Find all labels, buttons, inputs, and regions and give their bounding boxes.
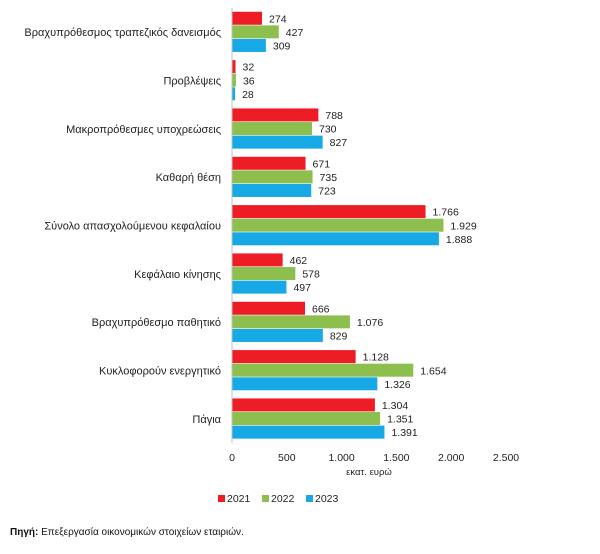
bar-2022 [232,412,381,426]
x-tick-label: 1.000 [328,452,354,464]
legend-label: 2021 [227,493,251,505]
data-label: 1.076 [357,317,383,329]
category-label: Σύνολο απασχολούμενου κεφαλαίου [44,221,221,233]
legend-label: 2022 [271,493,295,505]
bar-2023 [232,280,287,294]
category-label: Πάγια [192,414,221,426]
bar-2023 [232,135,323,149]
bar-2021 [232,253,283,267]
x-tick-label: 2.500 [493,452,519,464]
bar-2022 [232,73,236,87]
data-label: 309 [273,41,291,53]
x-tick-label: 1.500 [383,452,409,464]
data-label: 578 [302,269,320,281]
category-label: Κυκλοφορούν ενεργητικό [99,366,221,378]
bar-2021 [232,60,236,74]
bar-2023 [232,425,385,439]
category-label: Καθαρή θέση [156,172,221,184]
bar-2023 [232,183,312,197]
data-label: 427 [286,27,304,39]
source-label: Πηγή: [10,527,39,538]
data-label: 274 [269,13,287,25]
bar-2021 [232,350,356,364]
bar-2021 [232,205,426,219]
bar-2021 [232,398,375,412]
x-tick-label: 500 [278,452,296,464]
x-tick-label: 2.000 [438,452,464,464]
data-label: 1.766 [433,207,459,219]
bar-2023 [232,87,236,101]
bar-chart: Βραχυπρόθεσμος τραπεζικός δανεισμός Προβλ… [24,8,519,505]
bar-2023 [232,232,439,246]
data-label: 730 [319,124,337,136]
data-label: 28 [242,89,254,101]
data-label: 1.351 [387,414,413,426]
bar-2021 [232,301,305,315]
bar-2023 [232,328,323,342]
value-labels: 2744273093236287887308276717357231.7661.… [242,13,477,439]
bar-2022 [232,122,313,136]
data-label: 735 [320,172,338,184]
data-label: 671 [313,158,331,170]
x-tick-label: 0 [229,452,235,464]
data-label: 497 [293,282,311,294]
category-label: Κεφάλαιο κίνησης [134,269,221,281]
x-axis-ticks: 0 500 1.000 1.500 2.000 2.500 [229,452,519,464]
data-label: 827 [330,137,348,149]
data-label: 1.391 [391,427,417,439]
bar-2022 [232,267,296,281]
category-label: Βραχυπρόθεσμο παθητικό [92,317,221,329]
category-label: Προβλέψεις [163,76,221,88]
data-label: 788 [325,110,343,122]
category-label: Μακροπρόθεσμες υποχρεώσεις [66,124,221,136]
source-text: Επεξεργασία οικονομικών στοιχείων εταιρι… [38,527,244,538]
bar-2022 [232,170,313,184]
legend-swatch-2022 [262,495,269,502]
data-label: 1.326 [384,379,410,391]
data-label: 36 [243,75,255,87]
category-label: Βραχυπρόθεσμος τραπεζικός δανεισμός [24,27,221,39]
bar-2021 [232,11,263,25]
data-label: 723 [318,186,336,198]
bar-2021 [232,156,306,170]
data-label: 1.888 [446,234,472,246]
legend: 2021 2022 2023 [218,493,339,505]
bar-2021 [232,108,319,122]
legend-swatch-2023 [306,495,313,502]
bar-2023 [232,377,378,391]
bar-2022 [232,315,350,329]
data-label: 829 [330,331,348,343]
data-label: 32 [243,62,255,74]
legend-label: 2023 [315,493,339,505]
data-label: 1.128 [363,352,389,364]
data-label: 1.654 [420,365,446,377]
data-label: 666 [312,303,330,315]
bar-2022 [232,218,444,232]
bar-2022 [232,363,414,377]
data-label: 462 [290,255,308,267]
bar-2022 [232,25,279,39]
data-label: 1.929 [450,220,476,232]
bar-2023 [232,38,266,52]
bars [232,11,444,439]
legend-swatch-2021 [218,495,225,502]
category-labels: Βραχυπρόθεσμος τραπεζικός δανεισμός Προβλ… [24,27,221,426]
data-label: 1.304 [382,400,408,412]
x-axis-title: εκατ. ευρώ [346,467,392,478]
source-note: Πηγή: Επεξεργασία οικονομικών στοιχείων … [10,527,244,538]
